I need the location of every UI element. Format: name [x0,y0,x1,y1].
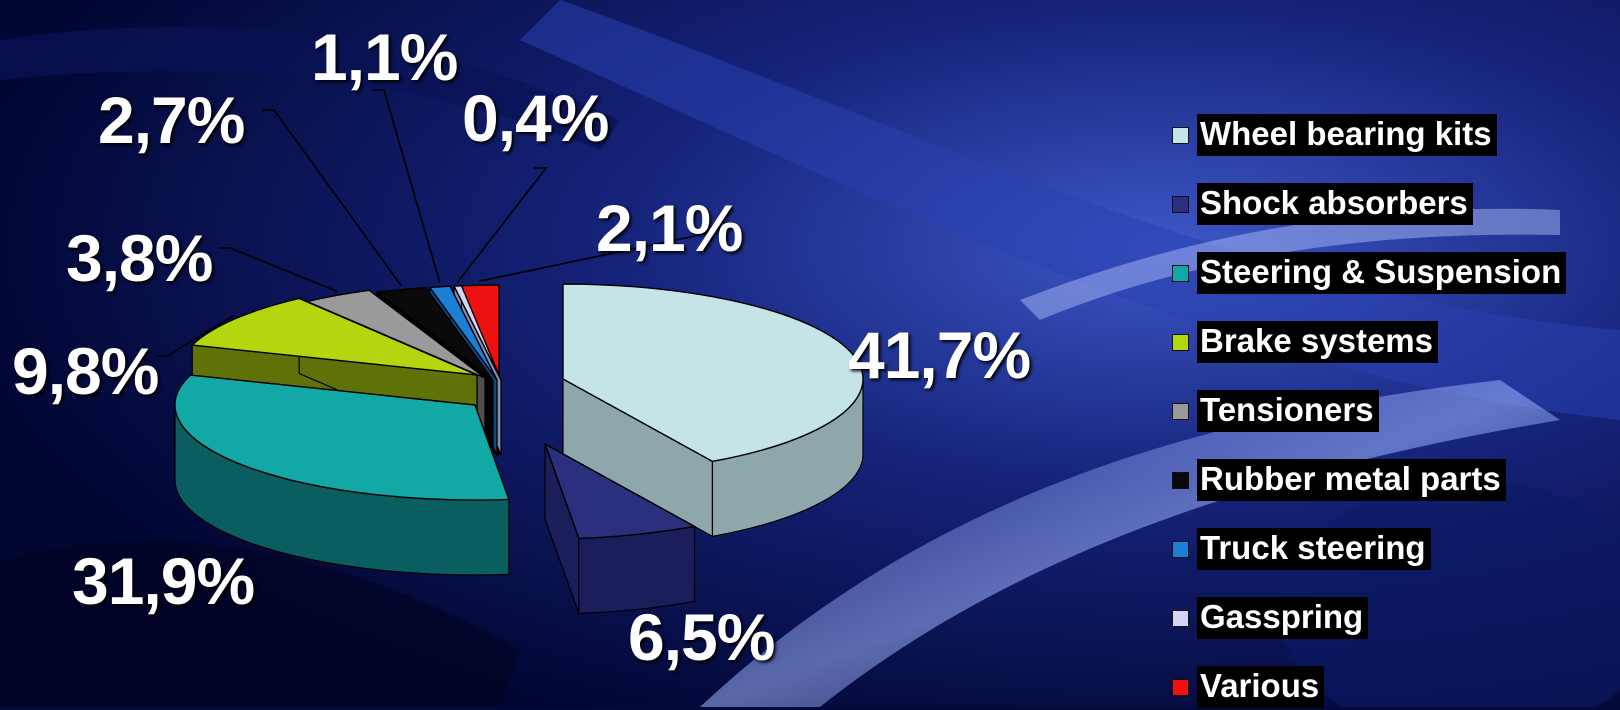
legend-item: Truck steering [1172,526,1431,572]
pie-slice [543,442,697,615]
legend-label: Brake systems [1197,321,1438,363]
data-label: 9,8% [12,334,159,408]
leader-line [372,89,441,283]
data-label: 2,1% [596,191,743,265]
legend-item: Shock absorbers [1172,181,1473,227]
data-label: 3,8% [66,221,213,295]
legend-item: Tensioners [1172,388,1379,434]
legend-label: Shock absorbers [1197,183,1473,225]
pie-slice [174,374,510,576]
legend-item: Brake systems [1172,319,1438,365]
legend-swatch [1172,264,1189,282]
legend-swatch [1172,333,1189,351]
legend-item: Various [1172,664,1325,710]
legend-label: Steering & Suspension [1197,252,1567,294]
data-label: 2,7% [98,83,245,157]
pie-slice-top [452,285,502,381]
legend-item: Wheel bearing kits [1172,112,1497,158]
legend-swatch [1172,471,1189,489]
pie-slice-top [543,442,697,540]
pie-slice-top [190,297,478,376]
data-label: 0,4% [462,81,609,155]
pie-slice [562,283,864,538]
legend-swatch [1172,540,1189,558]
legend-swatch [1172,609,1189,627]
leader-line [479,231,715,282]
pie-slice-top [375,286,494,381]
legend-item: Rubber metal parts [1172,457,1506,503]
pie-chart [174,283,864,615]
legend-label: Gasspring [1197,597,1369,639]
legend-label: Truck steering [1197,528,1431,570]
legend-label: Wheel bearing kits [1197,114,1497,156]
legend-item: Gasspring [1172,595,1369,641]
legend-label: Tensioners [1197,390,1379,432]
legend-label: Rubber metal parts [1197,459,1506,501]
legend-label: Various [1197,666,1325,708]
legend-swatch [1172,126,1189,144]
data-label: 41,7% [848,318,1031,392]
legend-swatch [1172,402,1189,420]
data-label: 6,5% [628,600,775,674]
pie-slice-top [428,285,498,381]
leader-lines [155,89,715,357]
leader-line [155,314,235,357]
leader-line [262,109,402,287]
data-label: 31,9% [72,544,255,618]
legend-swatch [1172,195,1189,213]
pie-slice-top [562,283,864,463]
leader-line [218,247,338,293]
legend-swatch [1172,678,1189,696]
leader-line [457,167,548,283]
pie-slice-top [174,374,510,501]
data-label: 1,1% [311,20,458,94]
legend-item: Steering & Suspension [1172,250,1567,296]
